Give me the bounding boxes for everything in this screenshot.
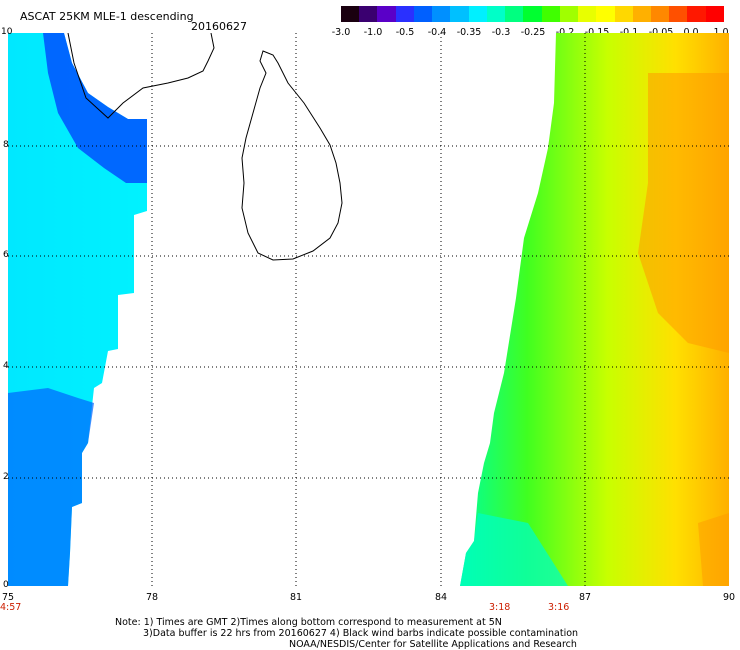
sri-lanka-coast [241,50,343,261]
colorbar-swatch [687,6,706,22]
colorbar-label: -0.1 [619,27,639,38]
colorbar-swatch [468,6,487,22]
colorbar-label: -0.2 [555,27,575,38]
colorbar-label: 1.0 [713,27,729,38]
colorbar-swatch [395,6,414,22]
swath-west [8,33,147,586]
colorbar-label: -0.5 [395,27,415,38]
colorbar-swatch [559,6,579,22]
colorbar-label: -1.0 [363,27,383,38]
colorbar-label: -0.4 [427,27,447,38]
grid-lines [8,33,729,586]
x-tick: 78 [145,592,159,603]
colorbar-swatch [486,6,506,22]
coastline [67,33,343,261]
y-tick: 6 [3,250,9,260]
product-title: ASCAT 25KM MLE-1 descending [20,10,194,23]
swath-east [460,33,729,586]
y-tick: 4 [3,361,9,371]
colorbar-label: -0.25 [520,27,546,38]
footnote-credit: NOAA/NESDIS/Center for Satellite Applica… [289,639,577,650]
y-tick: 8 [3,140,9,150]
colorbar-swatch [578,6,597,22]
colorbar [341,6,724,22]
colorbar-swatch [596,6,615,22]
pass-time: 3:16 [548,602,570,613]
y-tick: 2 [3,472,9,482]
footnote-line-1: Note: 1) Times are GMT 2)Times along bot… [115,617,502,628]
colorbar-label: -0.35 [456,27,482,38]
colorbar-swatch [614,6,633,22]
colorbar-swatch [377,6,396,22]
colorbar-label: -0.05 [648,27,674,38]
x-tick: 75 [1,592,15,603]
colorbar-swatch [432,6,451,22]
colorbar-swatch [632,6,651,22]
colorbar-label: -0.3 [491,27,511,38]
india-coast [67,33,215,119]
colorbar-label: 0.0 [683,27,699,38]
colorbar-swatch [669,6,688,22]
pass-time: 4:57 [0,602,22,613]
colorbar-swatch [359,6,378,22]
pass-time: 3:18 [489,602,511,613]
colorbar-swatch [505,6,524,22]
colorbar-swatch [450,6,469,22]
date-label: 20160627 [191,20,247,33]
colorbar-label: -3.0 [331,27,351,38]
x-tick: 87 [578,592,592,603]
map-panel [8,33,729,586]
colorbar-swatch [413,6,433,22]
y-tick: 0 [3,580,9,590]
colorbar-swatch [523,6,542,22]
colorbar-swatch [650,6,670,22]
colorbar-label: -0.15 [584,27,610,38]
colorbar-swatch [341,6,360,22]
footnote-line-2: 3)Data buffer is 22 hrs from 20160627 4)… [143,628,579,639]
colorbar-swatch [541,6,560,22]
x-tick: 90 [722,592,736,603]
x-tick: 84 [434,592,448,603]
x-tick: 81 [289,592,303,603]
colorbar-swatch [705,6,724,22]
y-tick: 10 [1,27,13,37]
